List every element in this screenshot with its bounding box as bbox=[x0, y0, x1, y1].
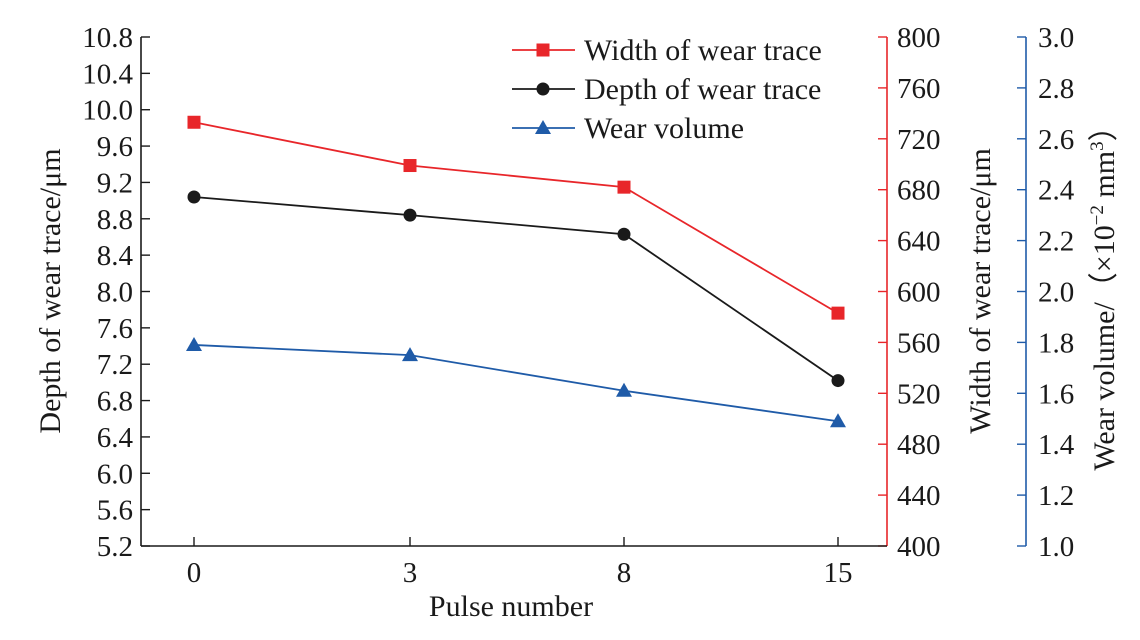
width-of-wear-trace-line bbox=[193, 121, 839, 314]
width-tick-label-6: 640 bbox=[897, 226, 941, 258]
wear-volume-tick-label-9: 2.8 bbox=[1038, 73, 1074, 105]
width-of-wear-trace-point-0 bbox=[187, 115, 201, 129]
x-tick-label-2: 8 bbox=[617, 557, 632, 589]
width-tick-label-8: 720 bbox=[897, 124, 941, 156]
left-tick-label-5: 7.2 bbox=[97, 349, 133, 381]
wear-volume-label-prefix: Wear volume/（×10 bbox=[1088, 225, 1121, 470]
width-tick-label-10: 800 bbox=[897, 22, 941, 54]
wear-volume-point-2 bbox=[616, 382, 632, 397]
depth-of-wear-trace-point-3 bbox=[831, 374, 845, 388]
width-tick-label-4: 560 bbox=[897, 327, 941, 359]
wear-volume-axis: 1.0 1.2 1.4 1.6 1.8 2.0 2.2 2.4 2.6 2.8 3.0 bbox=[1017, 22, 1075, 563]
wear-volume-tick-label-4: 1.8 bbox=[1038, 327, 1074, 359]
series-layer bbox=[186, 115, 846, 428]
depth-of-wear-trace-line bbox=[193, 196, 839, 382]
width-tick-label-5: 600 bbox=[897, 277, 941, 309]
wear-volume-tick-label-0: 1.0 bbox=[1038, 531, 1074, 563]
legend-marker-width-of-wear-trace bbox=[536, 43, 550, 57]
width-axis-label: Width of wear trace/μm bbox=[964, 148, 997, 434]
wear-volume-label-suffix: ） bbox=[1088, 111, 1121, 141]
depth-of-wear-trace-point-0 bbox=[187, 190, 201, 204]
width-tick-label-0: 400 bbox=[897, 531, 941, 563]
wear-volume-label-exp2: 3 bbox=[1087, 141, 1108, 151]
left-tick-label-1: 5.6 bbox=[97, 495, 133, 527]
legend-label-wear-volume: Wear volume bbox=[584, 112, 744, 145]
x-tick-label-1: 3 bbox=[403, 557, 418, 589]
x-axis-label: Pulse number bbox=[429, 590, 593, 623]
wear-volume-point-1 bbox=[402, 347, 418, 362]
wear-volume-tick-label-2: 1.4 bbox=[1038, 429, 1075, 461]
wear-volume-tick-label-10: 3.0 bbox=[1038, 22, 1074, 54]
wear-volume-line bbox=[193, 344, 839, 423]
legend-marker-wear-volume bbox=[535, 120, 551, 134]
left-axis-label: Depth of wear trace/μm bbox=[34, 148, 67, 433]
left-tick-label-13: 10.4 bbox=[82, 58, 133, 90]
left-tick-label-9: 8.8 bbox=[97, 204, 133, 236]
x-tick-label-0: 0 bbox=[187, 557, 202, 589]
x-tick-label-3: 15 bbox=[824, 557, 853, 589]
width-tick-label-2: 480 bbox=[897, 429, 941, 461]
legend-marker-depth-of-wear-trace bbox=[536, 82, 550, 96]
depth-of-wear-trace-point-2 bbox=[617, 227, 631, 241]
width-tick-label-1: 440 bbox=[897, 480, 941, 512]
left-tick-label-10: 9.2 bbox=[97, 167, 133, 199]
wear-volume-tick-label-7: 2.4 bbox=[1038, 175, 1075, 207]
wear-volume-label-mid: mm bbox=[1088, 151, 1121, 205]
width-tick-label-3: 520 bbox=[897, 378, 941, 410]
legend-label-width-of-wear-trace: Width of wear trace bbox=[584, 34, 822, 67]
width-of-wear-trace-point-2 bbox=[617, 180, 631, 194]
left-tick-label-6: 7.6 bbox=[97, 313, 133, 345]
depth-of-wear-trace-point-1 bbox=[403, 208, 417, 222]
wear-volume-tick-label-8: 2.6 bbox=[1038, 124, 1074, 156]
left-tick-label-14: 10.8 bbox=[82, 22, 133, 54]
left-tick-label-12: 10.0 bbox=[82, 95, 133, 127]
legend-label-depth-of-wear-trace: Depth of wear trace bbox=[584, 73, 821, 106]
left-tick-label-8: 8.4 bbox=[97, 240, 134, 272]
wear-volume-tick-label-6: 2.2 bbox=[1038, 226, 1074, 258]
left-tick-label-7: 8.0 bbox=[97, 277, 133, 309]
left-axis: 5.2 5.6 6.0 6.4 6.8 7.2 7.6 8.0 8.4 8.8 9.2 9.6 10.0… bbox=[82, 22, 150, 563]
left-tick-label-0: 5.2 bbox=[97, 531, 133, 563]
wear-volume-tick-label-5: 2.0 bbox=[1038, 277, 1074, 309]
left-tick-label-2: 6.0 bbox=[97, 458, 133, 490]
width-of-wear-trace-point-3 bbox=[831, 306, 845, 320]
wear-volume-label-exp1: −2 bbox=[1087, 205, 1108, 225]
wear-volume-point-3 bbox=[830, 413, 846, 428]
left-tick-label-3: 6.4 bbox=[97, 422, 134, 454]
width-tick-label-7: 680 bbox=[897, 175, 941, 207]
x-axis: 0 3 8 15 bbox=[141, 537, 887, 589]
left-tick-label-11: 9.6 bbox=[97, 131, 133, 163]
legend: Width of wear trace Depth of wear trace We… bbox=[512, 34, 822, 145]
wear-volume-tick-label-1: 1.2 bbox=[1038, 480, 1074, 512]
left-tick-label-4: 6.8 bbox=[97, 386, 133, 418]
wear-volume-tick-label-3: 1.6 bbox=[1038, 378, 1074, 410]
width-of-wear-trace-point-1 bbox=[403, 159, 417, 173]
wear-volume-point-0 bbox=[186, 336, 202, 351]
width-tick-label-9: 760 bbox=[897, 73, 941, 105]
width-axis: 400 440 480 520 560 600 640 680 720 760 800 bbox=[878, 22, 941, 563]
wear-volume-axis-label: Wear volume/（×10−2 mm3） bbox=[1087, 111, 1121, 470]
